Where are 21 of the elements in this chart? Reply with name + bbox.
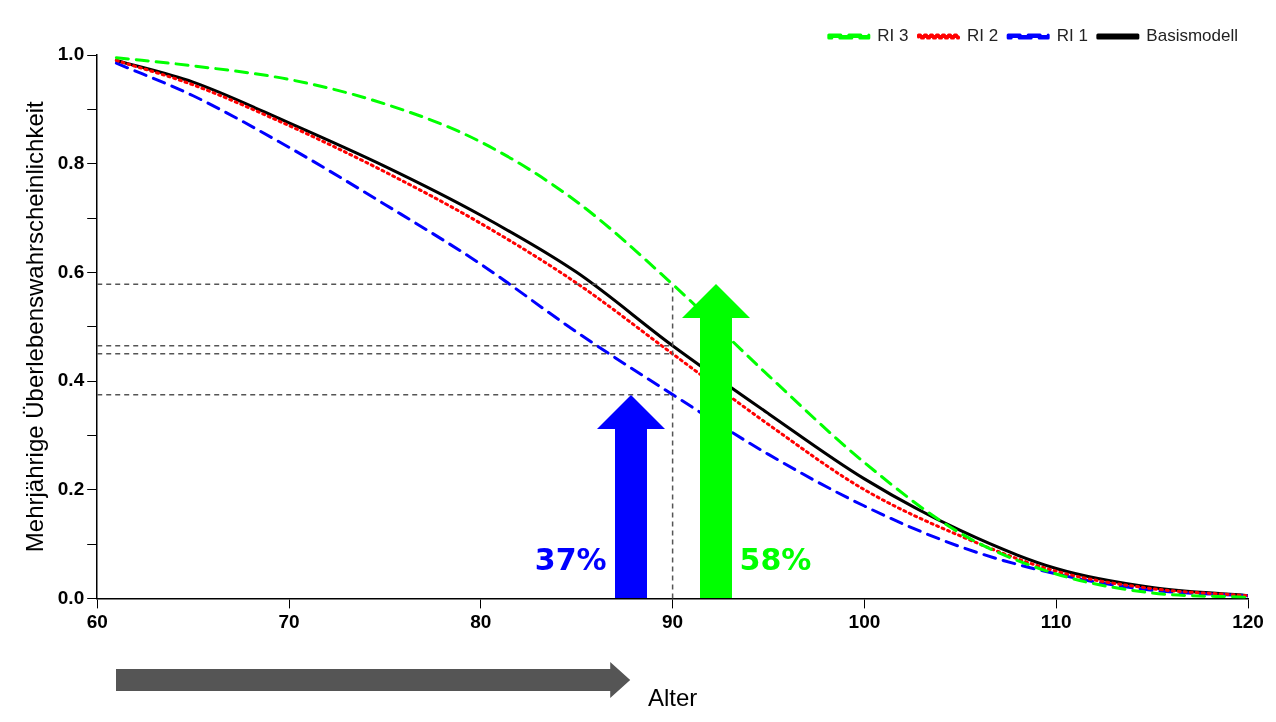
x-tick-label: 90 [662,611,684,633]
legend-label: RI 3 [877,26,909,46]
annotation: 37% [534,542,607,578]
legend-label: Basismodell [1146,26,1239,46]
legend-label: RI 1 [1056,26,1088,46]
x-tick-label: 80 [470,611,492,633]
y-axis-title: Mehrjährige Überlebenswahrscheinlichkeit [21,100,49,553]
y-tick-label: 0.8 [57,151,85,173]
x-tick-label: 70 [278,611,300,633]
legend-label: RI 2 [967,26,999,46]
y-tick-label: 0.2 [57,477,85,499]
x-axis-title: Alter [647,684,698,712]
x-tick-label: 110 [1040,611,1072,633]
x-tick-label: 60 [86,611,108,633]
y-tick-label: 1.0 [57,43,85,65]
y-tick-label: 0.4 [57,369,85,391]
y-tick-label: 0.6 [57,260,85,282]
y-tick-label: 0.0 [57,586,85,608]
annotation: 58% [739,542,812,578]
x-tick-label: 120 [1232,611,1264,633]
x-tick-label: 100 [848,611,881,633]
